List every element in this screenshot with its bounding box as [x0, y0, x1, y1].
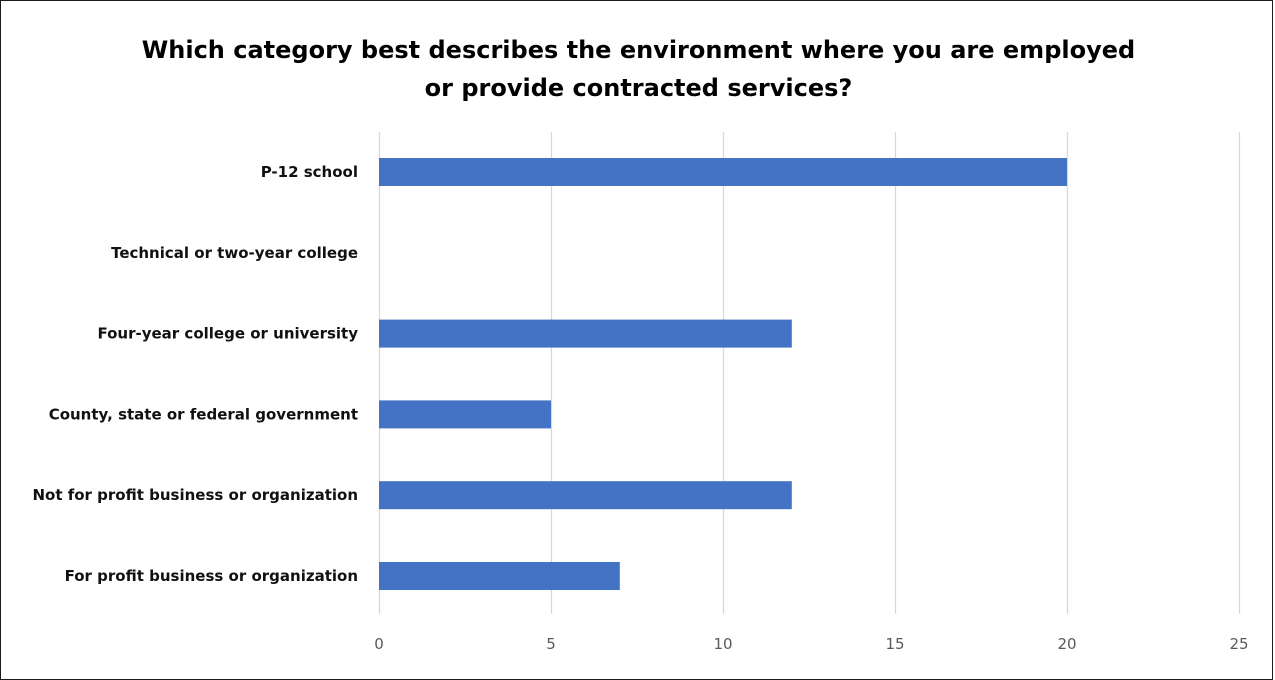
gridlines — [378, 132, 1241, 614]
category-label-1: Technical or two-year college — [111, 244, 358, 262]
category-labels: P-12 school Technical or two-year college… — [32, 163, 358, 585]
x-tick-label-3: 15 — [885, 635, 904, 653]
chart-title-line-2: or provide contracted services? — [424, 74, 853, 102]
x-tick-label-2: 10 — [713, 635, 732, 653]
bar-5 — [379, 562, 620, 590]
bar-chart: P-12 school Technical or two-year college… — [32, 132, 1249, 653]
category-label-0: P-12 school — [261, 163, 358, 181]
category-label-2: Four-year college or university — [97, 325, 358, 343]
x-tick-label-5: 25 — [1229, 635, 1248, 653]
x-tick-label-0: 0 — [374, 635, 384, 653]
bar-4 — [379, 481, 792, 510]
chart-title: Which category best describes the enviro… — [1, 31, 1275, 107]
category-label-4: Not for profit business or organization — [32, 486, 358, 504]
bars — [379, 158, 1067, 590]
x-tick-label-1: 5 — [546, 635, 556, 653]
bar-0 — [379, 158, 1067, 186]
category-label-5: For profit business or organization — [65, 567, 358, 585]
x-tick-label-4: 20 — [1057, 635, 1076, 653]
bar-2 — [379, 319, 792, 348]
x-axis-tick-labels: 0 5 10 15 20 25 — [374, 635, 1248, 653]
chart-title-line-1: Which category best describes the enviro… — [141, 36, 1136, 64]
category-label-3: County, state or federal government — [49, 405, 358, 423]
bar-3 — [379, 400, 551, 429]
